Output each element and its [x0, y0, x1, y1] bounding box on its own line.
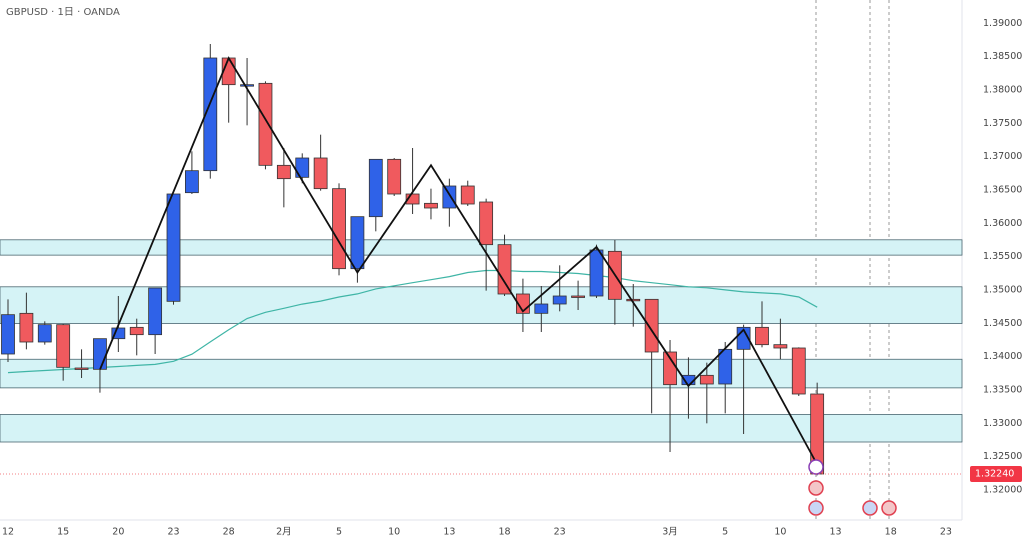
candle-body	[571, 295, 585, 298]
candle-body	[295, 157, 310, 178]
x-tick-label: 20	[112, 527, 124, 538]
event-icon[interactable]	[862, 500, 878, 516]
candle-body	[773, 344, 788, 349]
candle-body	[534, 303, 549, 314]
candle-body	[699, 374, 714, 385]
candle-body	[74, 367, 89, 370]
candle-body	[460, 185, 475, 205]
x-tick-label: 23	[167, 527, 179, 538]
candle-body	[93, 338, 107, 370]
last-price-label: 1.32240	[975, 469, 1014, 480]
candle-body	[387, 158, 402, 195]
chart-title: GBPUSD · 1日 · OANDA	[6, 7, 120, 18]
last-price-tag	[970, 466, 1022, 482]
candle-body	[626, 298, 641, 302]
x-tick-label: 5	[722, 527, 728, 538]
y-tick-label: 1.36500	[983, 185, 1022, 196]
candle-body	[791, 347, 806, 395]
candle-body	[184, 170, 199, 194]
candle-body	[129, 326, 144, 336]
event-icon[interactable]	[808, 459, 824, 475]
moving-average	[7, 269, 818, 374]
y-tick-label: 1.35000	[983, 285, 1022, 296]
x-tick-label: 18	[885, 527, 897, 538]
x-tick-label: 15	[57, 527, 69, 538]
x-tick-label: 5	[336, 527, 342, 538]
y-tick-label: 1.38500	[983, 51, 1022, 62]
y-tick-label: 1.34000	[983, 351, 1022, 362]
y-tick-label: 1.37000	[983, 151, 1022, 162]
candle-body	[718, 348, 733, 385]
x-tick-label: 18	[498, 527, 510, 538]
candle-body	[166, 193, 181, 302]
candle-body	[313, 157, 328, 190]
candle-body	[19, 312, 34, 343]
candle-body	[552, 295, 567, 305]
x-tick-label: 3月	[662, 527, 678, 538]
candle-body	[1, 314, 15, 355]
candle-body	[203, 57, 218, 172]
candle-body	[479, 201, 494, 246]
y-tick-label: 1.38000	[983, 85, 1022, 96]
candle-body	[350, 216, 365, 270]
x-tick-label: 23	[940, 527, 952, 538]
y-tick-label: 1.34500	[983, 318, 1022, 329]
candle-body	[644, 298, 659, 353]
y-tick-label: 1.33500	[983, 385, 1022, 396]
x-tick-label: 23	[554, 527, 566, 538]
candle-body	[56, 324, 71, 368]
y-tick-label: 1.32500	[983, 451, 1022, 462]
y-tick-label: 1.37500	[983, 118, 1022, 129]
plot	[1, 44, 825, 476]
candle-body	[589, 249, 604, 297]
x-tick-label: 13	[443, 527, 455, 538]
candle-body	[258, 82, 273, 166]
zigzag	[99, 56, 818, 465]
y-tick-label: 1.32000	[983, 485, 1022, 496]
candle-body	[424, 202, 438, 209]
zone	[0, 358, 963, 389]
x-tick-label: 12	[2, 527, 14, 538]
x-tick-label: 13	[830, 527, 842, 538]
candle-body	[405, 193, 420, 205]
candle-body	[148, 287, 163, 336]
event-icon[interactable]	[808, 500, 824, 516]
x-tick-label: 10	[774, 527, 786, 538]
candle-body	[37, 324, 52, 343]
y-tick-label: 1.35500	[983, 251, 1022, 262]
x-tick-label: 10	[388, 527, 400, 538]
candle-body	[755, 326, 769, 346]
y-tick-label: 1.39000	[983, 18, 1022, 29]
x-tick-label: 2月	[276, 527, 292, 538]
candle-body	[276, 164, 291, 180]
event-icon[interactable]	[881, 500, 897, 516]
zone	[0, 286, 963, 324]
event-icons	[808, 459, 897, 516]
y-tick-label: 1.36000	[983, 218, 1022, 229]
candle-body	[368, 158, 383, 218]
candle-body	[240, 84, 254, 87]
event-icon[interactable]	[808, 480, 824, 496]
candle-body	[332, 188, 346, 270]
y-tick-label: 1.33000	[983, 418, 1022, 429]
candle-body	[497, 244, 512, 295]
x-tick-label: 28	[223, 527, 235, 538]
candle-body	[111, 327, 126, 340]
candle-body	[442, 185, 457, 209]
